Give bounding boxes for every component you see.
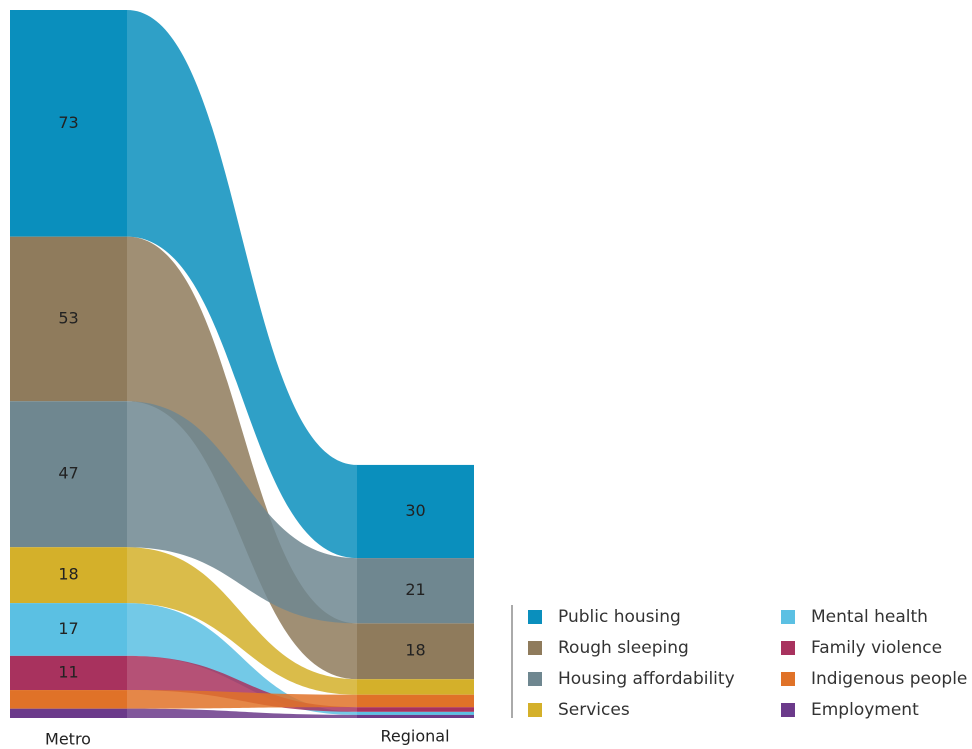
legend-label: Employment	[811, 700, 919, 720]
bar-segment	[357, 707, 474, 712]
legend-swatch	[528, 672, 542, 686]
legend-label: Public housing	[558, 607, 681, 627]
x-label: Metro	[45, 730, 91, 749]
data-label: 53	[58, 308, 78, 327]
bar-segment	[357, 623, 474, 680]
data-label: 21	[405, 580, 425, 599]
bar-segment	[10, 547, 127, 604]
data-label: 11	[58, 662, 78, 681]
bar-segment	[357, 714, 474, 718]
x-label: Regional	[380, 727, 449, 746]
bar-segment	[10, 708, 127, 718]
data-label: 17	[58, 619, 78, 638]
bar-segment	[357, 558, 474, 624]
legend-swatch	[528, 641, 542, 655]
bar-segment	[357, 711, 474, 715]
data-label: 18	[405, 641, 425, 660]
bar-segment	[10, 603, 127, 656]
ribbon	[127, 603, 357, 715]
data-label: 47	[58, 464, 78, 483]
ribbon	[127, 401, 357, 624]
bar-segment	[10, 655, 127, 691]
legend-label: Rough sleeping	[558, 638, 689, 658]
data-label: 73	[58, 113, 78, 132]
legend-swatch	[528, 610, 542, 624]
legend-swatch	[528, 703, 542, 717]
bar-segment	[10, 10, 127, 237]
bar-segment	[357, 679, 474, 695]
legend-swatch	[781, 610, 795, 624]
legend-swatch	[781, 641, 795, 655]
ribbon	[127, 236, 357, 680]
ribbon	[127, 690, 357, 709]
legend-label: Mental health	[811, 607, 928, 627]
bar-segment	[10, 401, 127, 548]
data-label: 18	[58, 565, 78, 584]
legend-swatch	[781, 703, 795, 717]
legend-swatch	[781, 672, 795, 686]
bar-segment	[357, 464, 474, 559]
ribbon	[127, 547, 357, 695]
ribbon	[127, 708, 357, 718]
legend-label: Indigenous people	[811, 669, 967, 689]
bar-segment	[10, 690, 127, 709]
ribbon	[127, 655, 357, 712]
bar-segment	[357, 694, 474, 708]
legend-label: Services	[558, 700, 630, 720]
legend-label: Family violence	[811, 638, 942, 658]
bar-segment	[10, 236, 127, 402]
legend-label: Housing affordability	[558, 669, 735, 689]
ribbon	[127, 10, 357, 559]
data-label: 30	[405, 501, 425, 520]
